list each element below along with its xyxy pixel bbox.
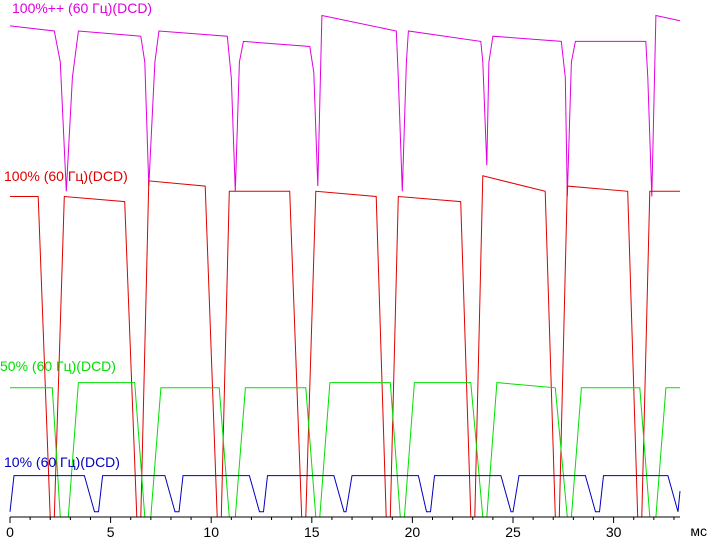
- x-tick-label: 0: [6, 524, 14, 540]
- series-line: [9, 14, 681, 197]
- x-tick-label: 10: [203, 524, 219, 540]
- x-tick-label: 30: [606, 524, 622, 540]
- x-tick-label: 15: [304, 524, 320, 540]
- series-label: 100% (60 Гц)(DCD): [4, 168, 128, 184]
- series-label: 100%++ (60 Гц)(DCD): [12, 0, 152, 16]
- series-label: 50% (60 Гц)(DCD): [0, 358, 116, 374]
- x-tick-label: 20: [405, 524, 421, 540]
- x-tick-label: 25: [505, 524, 521, 540]
- series-label: 10% (60 Гц)(DCD): [4, 454, 120, 470]
- series-line: [10, 382, 680, 518]
- series-line: [10, 175, 680, 518]
- series-line: [9, 475, 681, 513]
- x-tick-label: 5: [107, 524, 115, 540]
- x-axis-label: мс: [690, 523, 707, 539]
